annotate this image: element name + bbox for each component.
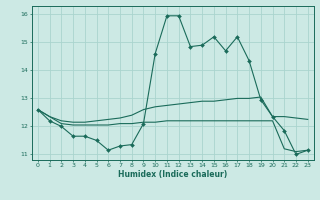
X-axis label: Humidex (Indice chaleur): Humidex (Indice chaleur)	[118, 170, 228, 179]
